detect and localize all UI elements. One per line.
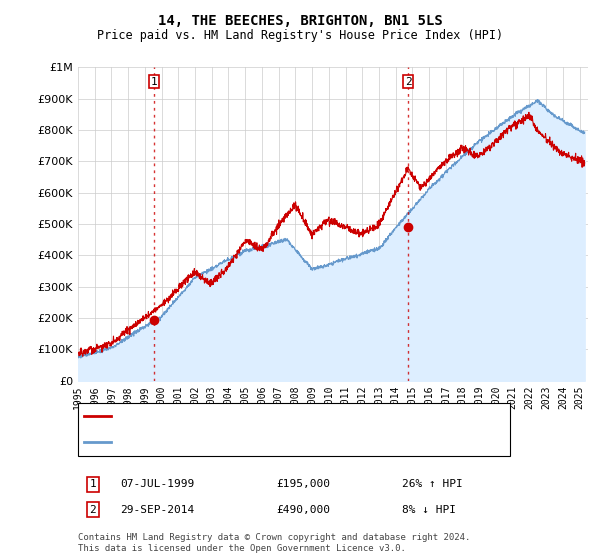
Text: 29-SEP-2014: 29-SEP-2014 (120, 505, 194, 515)
Text: 8% ↓ HPI: 8% ↓ HPI (402, 505, 456, 515)
Text: Contains HM Land Registry data © Crown copyright and database right 2024.
This d: Contains HM Land Registry data © Crown c… (78, 533, 470, 553)
Text: 26% ↑ HPI: 26% ↑ HPI (402, 479, 463, 489)
Text: 14, THE BEECHES, BRIGHTON, BN1 5LS: 14, THE BEECHES, BRIGHTON, BN1 5LS (158, 14, 442, 28)
Text: 1: 1 (89, 479, 97, 489)
Text: 1: 1 (150, 77, 157, 87)
Text: £490,000: £490,000 (276, 505, 330, 515)
Text: 07-JUL-1999: 07-JUL-1999 (120, 479, 194, 489)
Text: Price paid vs. HM Land Registry's House Price Index (HPI): Price paid vs. HM Land Registry's House … (97, 29, 503, 42)
Text: 2: 2 (405, 77, 412, 87)
Text: HPI: Average price, detached house, Brighton and Hove: HPI: Average price, detached house, Brig… (117, 441, 448, 451)
Text: 2: 2 (89, 505, 97, 515)
Text: £195,000: £195,000 (276, 479, 330, 489)
Text: 14, THE BEECHES, BRIGHTON, BN1 5LS (detached house): 14, THE BEECHES, BRIGHTON, BN1 5LS (deta… (117, 414, 436, 424)
